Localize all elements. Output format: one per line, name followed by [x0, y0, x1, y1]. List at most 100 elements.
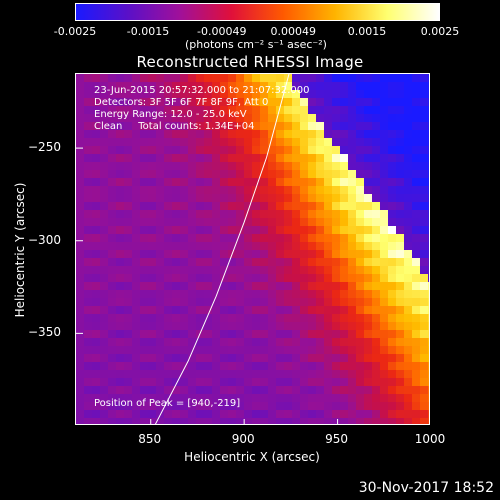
- heatmap-cell: [348, 242, 357, 251]
- heatmap-cell: [108, 82, 117, 91]
- heatmap-cell: [396, 234, 405, 243]
- heatmap-cell: [420, 98, 429, 107]
- heatmap-cell: [292, 402, 301, 411]
- heatmap-cell: [132, 306, 141, 315]
- heatmap-cell: [364, 306, 373, 315]
- heatmap-cell: [188, 138, 197, 147]
- heatmap-cell: [284, 418, 293, 424]
- x-axis-label: Heliocentric X (arcsec): [184, 450, 320, 464]
- heatmap-cell: [404, 354, 413, 363]
- heatmap-cell: [356, 90, 365, 99]
- heatmap-cell: [180, 122, 189, 131]
- heatmap-cell: [188, 74, 197, 83]
- heatmap-cell: [188, 274, 197, 283]
- heatmap-cell: [284, 298, 293, 307]
- heatmap-cell: [236, 98, 245, 107]
- heatmap-cell: [204, 226, 213, 235]
- heatmap-cell: [148, 74, 157, 83]
- heatmap-cell: [348, 146, 357, 155]
- heatmap-cell: [124, 306, 133, 315]
- heatmap-cell: [140, 234, 149, 243]
- heatmap-cell: [100, 186, 109, 195]
- heatmap-cell: [116, 234, 125, 243]
- heatmap-cell: [100, 178, 109, 187]
- heatmap-cell: [268, 378, 277, 387]
- heatmap-cell: [172, 266, 181, 275]
- heatmap-cell: [324, 322, 333, 331]
- heatmap-cell: [132, 338, 141, 347]
- heatmap-cell: [372, 258, 381, 267]
- heatmap-cell: [228, 298, 237, 307]
- heatmap-cell: [108, 170, 117, 179]
- heatmap-cell: [332, 122, 341, 131]
- heatmap-cell: [244, 282, 253, 291]
- heatmap-cell: [332, 234, 341, 243]
- heatmap-cell: [412, 90, 421, 99]
- heatmap-cell: [156, 170, 165, 179]
- heatmap-cell: [124, 106, 133, 115]
- heatmap-cell: [412, 298, 421, 307]
- heatmap-cell: [228, 234, 237, 243]
- heatmap-cell: [132, 154, 141, 163]
- heatmap-cell: [124, 322, 133, 331]
- heatmap-cell: [380, 106, 389, 115]
- annotation-energy-range: Energy Range: 12.0 - 25.0 keV: [94, 109, 247, 120]
- heatmap-cell: [204, 322, 213, 331]
- heatmap-cell: [188, 146, 197, 155]
- heatmap-cell: [260, 226, 269, 235]
- heatmap-cell: [124, 170, 133, 179]
- heatmap-cell: [116, 242, 125, 251]
- heatmap-cell: [396, 98, 405, 107]
- heatmap-cell: [380, 338, 389, 347]
- heatmap-cell: [164, 338, 173, 347]
- heatmap-cell: [412, 394, 421, 403]
- heatmap-cell: [316, 186, 325, 195]
- heatmap-cell: [348, 130, 357, 139]
- heatmap-cell: [164, 98, 173, 107]
- heatmap-cell: [156, 402, 165, 411]
- heatmap-cell: [164, 290, 173, 299]
- heatmap-cell: [244, 186, 253, 195]
- heatmap-cell: [84, 170, 93, 179]
- heatmap-cell: [244, 234, 253, 243]
- heatmap-cell: [180, 234, 189, 243]
- heatmap-cell: [204, 274, 213, 283]
- heatmap-cell: [76, 306, 85, 315]
- heatmap-cell: [76, 114, 85, 123]
- heatmap-cell: [132, 370, 141, 379]
- heatmap-cell: [180, 170, 189, 179]
- heatmap-cell: [132, 258, 141, 267]
- heatmap-cell: [404, 186, 413, 195]
- heatmap-cell: [196, 298, 205, 307]
- heatmap-cell: [428, 234, 429, 243]
- heatmap-cell: [300, 354, 309, 363]
- heatmap-cell: [164, 202, 173, 211]
- heatmap-cell: [324, 226, 333, 235]
- heatmap-cell: [196, 114, 205, 123]
- heatmap-cell: [212, 146, 221, 155]
- heatmap-cell: [244, 82, 253, 91]
- heatmap-cell: [124, 410, 133, 419]
- heatmap-cell: [396, 250, 405, 259]
- heatmap-cell: [284, 114, 293, 123]
- heatmap-cell: [268, 322, 277, 331]
- heatmap-cell: [428, 298, 429, 307]
- heatmap-cell: [252, 234, 261, 243]
- heatmap-cell: [164, 82, 173, 91]
- heatmap-cell: [388, 90, 397, 99]
- heatmap-cell: [396, 106, 405, 115]
- heatmap-cell: [364, 202, 373, 211]
- heatmap-cell: [396, 354, 405, 363]
- heatmap-cell: [380, 346, 389, 355]
- heatmap-cell: [364, 98, 373, 107]
- heatmap-cell: [380, 178, 389, 187]
- heatmap-cell: [188, 298, 197, 307]
- heatmap-cell: [92, 370, 101, 379]
- heatmap-cell: [236, 234, 245, 243]
- heatmap-cell: [364, 410, 373, 419]
- heatmap-cell: [260, 354, 269, 363]
- heatmap-cell: [180, 202, 189, 211]
- heatmap-cell: [220, 186, 229, 195]
- heatmap-cell: [108, 418, 117, 424]
- heatmap-cell: [84, 330, 93, 339]
